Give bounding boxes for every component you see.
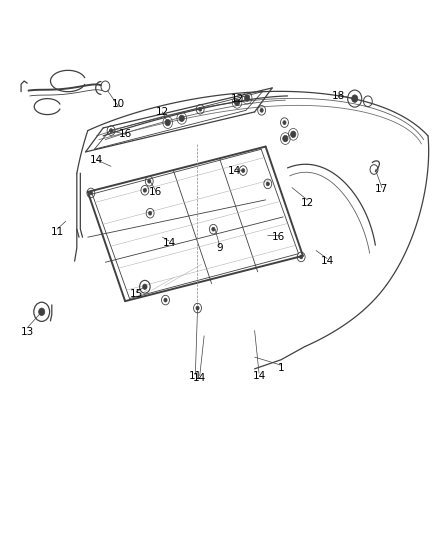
Circle shape bbox=[282, 135, 287, 142]
Text: 10: 10 bbox=[112, 99, 125, 109]
Text: 11: 11 bbox=[188, 371, 201, 381]
Text: 14: 14 bbox=[193, 374, 206, 383]
Text: 14: 14 bbox=[320, 256, 333, 266]
Circle shape bbox=[195, 306, 199, 310]
Circle shape bbox=[259, 108, 263, 112]
Text: 15: 15 bbox=[129, 289, 142, 299]
Text: 1: 1 bbox=[277, 363, 284, 373]
Circle shape bbox=[143, 188, 146, 192]
Text: 14: 14 bbox=[228, 166, 241, 175]
Text: 12: 12 bbox=[300, 198, 313, 207]
Circle shape bbox=[234, 99, 239, 106]
Circle shape bbox=[299, 255, 302, 259]
Text: 9: 9 bbox=[215, 243, 223, 253]
Circle shape bbox=[244, 95, 249, 101]
Text: 14: 14 bbox=[162, 238, 175, 247]
Circle shape bbox=[39, 308, 45, 316]
Circle shape bbox=[147, 179, 151, 183]
Circle shape bbox=[163, 298, 167, 302]
Text: 14: 14 bbox=[90, 155, 103, 165]
Circle shape bbox=[109, 128, 113, 133]
Text: 12: 12 bbox=[155, 107, 169, 117]
Circle shape bbox=[265, 182, 269, 186]
Text: 18: 18 bbox=[331, 91, 344, 101]
Text: 14: 14 bbox=[252, 371, 265, 381]
Circle shape bbox=[241, 168, 244, 173]
Text: 16: 16 bbox=[272, 232, 285, 242]
Text: 13: 13 bbox=[21, 327, 34, 336]
Text: 16: 16 bbox=[118, 130, 131, 139]
Circle shape bbox=[165, 119, 170, 126]
Text: 12: 12 bbox=[230, 94, 243, 103]
Circle shape bbox=[142, 284, 147, 289]
Circle shape bbox=[290, 131, 295, 138]
Circle shape bbox=[351, 95, 357, 102]
Circle shape bbox=[198, 107, 201, 111]
Circle shape bbox=[282, 120, 286, 125]
Circle shape bbox=[179, 115, 184, 122]
Text: 16: 16 bbox=[149, 187, 162, 197]
Text: 11: 11 bbox=[50, 227, 64, 237]
Circle shape bbox=[89, 191, 92, 195]
Text: 17: 17 bbox=[374, 184, 388, 194]
Circle shape bbox=[148, 211, 152, 215]
Circle shape bbox=[211, 227, 215, 231]
